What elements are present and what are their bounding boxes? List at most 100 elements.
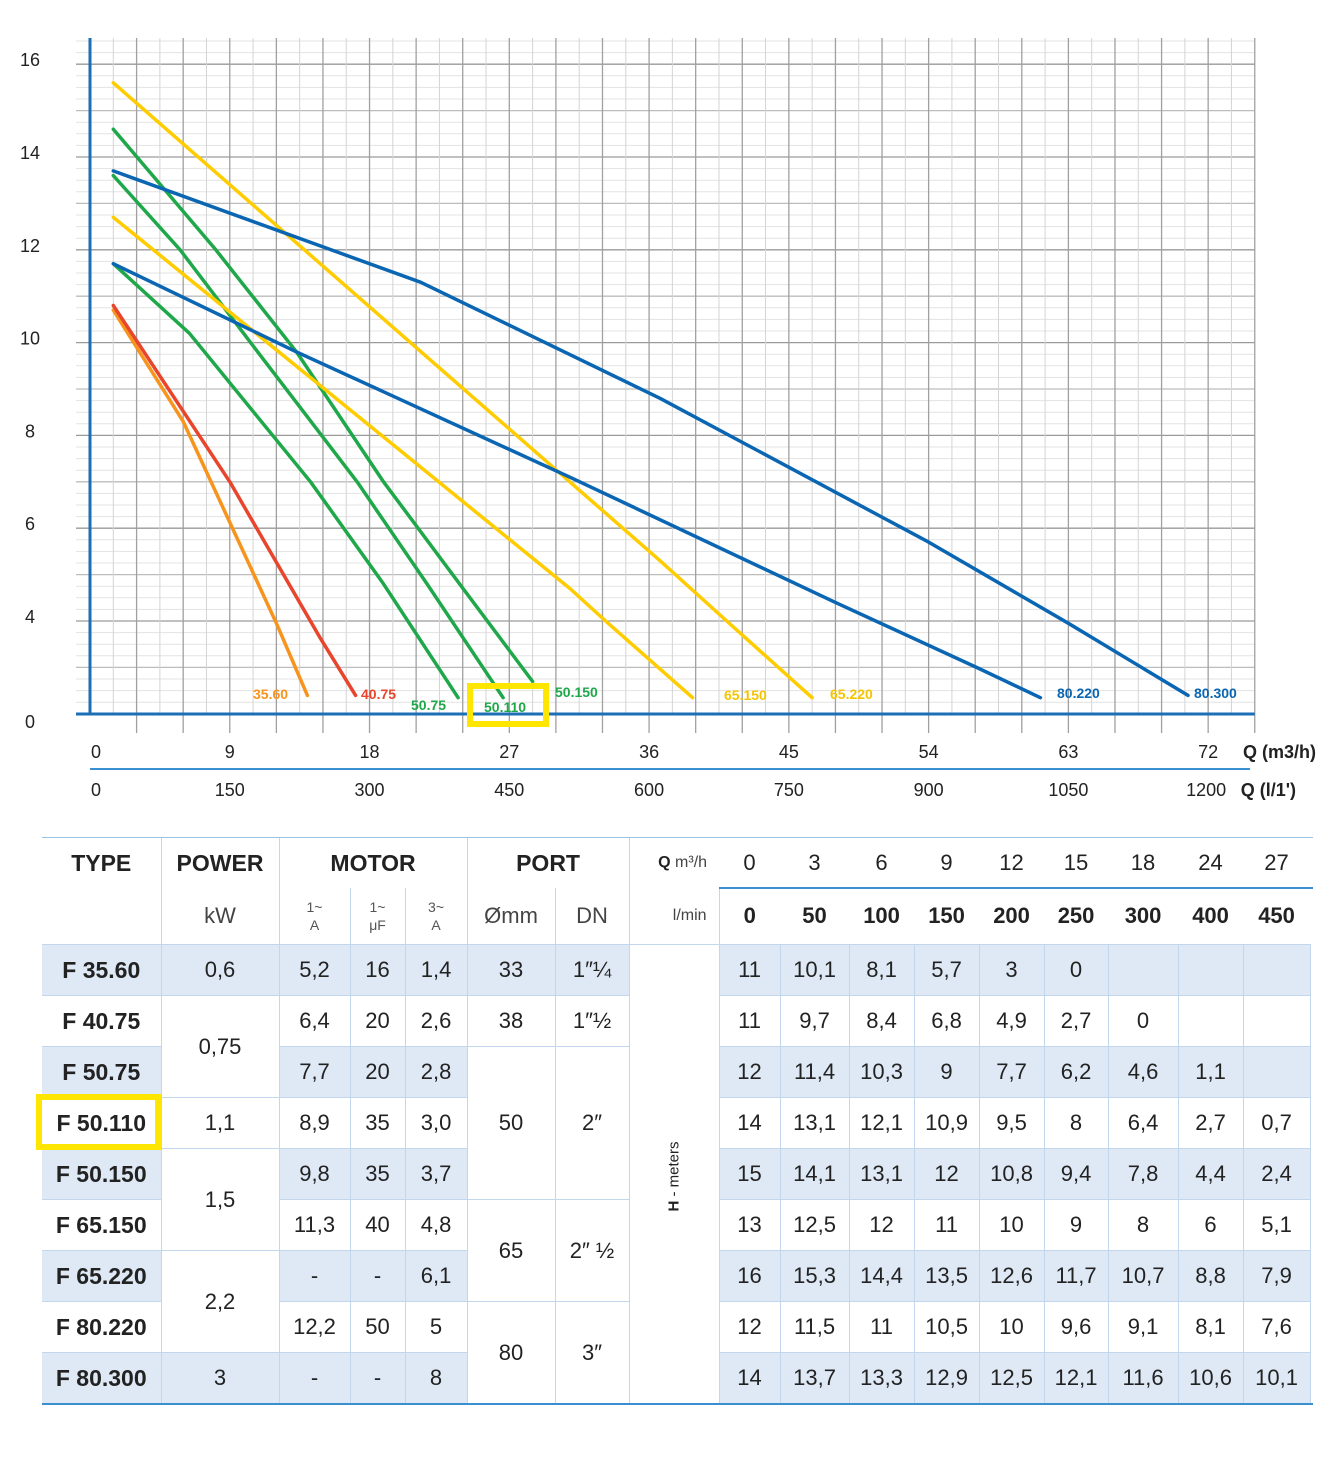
chart-axes — [76, 38, 1255, 770]
x2-tick-label: 300 — [355, 780, 385, 800]
head-value-cell: 6 — [1177, 1199, 1244, 1251]
q-lmin-value: 300 — [1108, 888, 1179, 945]
x2-tick-label: 1050 — [1048, 780, 1088, 800]
x-tick-label: 18 — [360, 742, 380, 762]
type-cell: F 50.75 — [42, 1046, 162, 1098]
table-row: F 40.75 0,75 6,4 20 2,6 38 1″½ 11 9,7 8,4 6,8 4,9 2,… — [42, 995, 1311, 1098]
table-row: F 80.300 3- -8 14 13,7 13,3 12,9 12,5 12,1 11,6 10… — [42, 1352, 1311, 1404]
head-value-cell: 4,9 — [978, 995, 1045, 1047]
head-value-cell: 11,5 — [779, 1301, 850, 1353]
q-m3h-value: 6 — [875, 850, 888, 875]
head-value-cell: 15 — [718, 1148, 781, 1200]
port-dn-cell: 3″ — [554, 1301, 630, 1404]
q-m3h-value: 24 — [1198, 850, 1223, 875]
power-cell: 1,1 — [160, 1097, 280, 1149]
head-value-cell: 11,6 — [1107, 1352, 1179, 1404]
head-value-cell: 13,5 — [913, 1250, 980, 1302]
chart-curves — [111, 81, 1190, 700]
header-lmin: l/min — [628, 888, 720, 945]
motor-cell: 6,1 — [404, 1250, 468, 1302]
head-value-cell: 11 — [718, 944, 781, 996]
q-m3h-value: 3 — [808, 850, 821, 875]
head-value-cell: 10,5 — [913, 1301, 980, 1353]
head-value-cell: 12,1 — [848, 1097, 915, 1149]
curve-80-300 — [111, 169, 1190, 698]
highlight-box-curve-label — [467, 683, 549, 727]
curve-65-150 — [111, 215, 695, 700]
head-value-cell: 4,6 — [1107, 1046, 1179, 1098]
y-tick-label: 14 — [20, 143, 40, 163]
head-value-cell: 3 — [978, 944, 1045, 996]
head-value-cell — [1242, 944, 1311, 996]
curve-label-50-75: 50.75 — [411, 697, 446, 713]
head-value-cell: 8 — [1043, 1097, 1109, 1149]
header-type-blank — [42, 888, 162, 945]
header-port: PORT — [467, 838, 630, 888]
header-row: TYPE POWER MOTOR PORT Q m³/h 0 3 6 9 12 15 18 24 27 — [42, 838, 1310, 888]
motor-cell: 20 — [349, 1046, 406, 1098]
motor-cell: 12,2 — [278, 1301, 351, 1353]
x-tick-label: 0 — [91, 742, 101, 762]
type-cell: F 65.220 — [42, 1250, 162, 1302]
power-cell: 0,75 — [160, 995, 280, 1098]
type-cell: F 80.300 — [42, 1352, 162, 1404]
head-value-cell: 8 — [1107, 1199, 1179, 1251]
head-value-cell: 12 — [718, 1046, 781, 1098]
motor-cell: 35 — [349, 1148, 406, 1200]
q-m3h-value: 15 — [1063, 850, 1089, 875]
head-value-cell: 7,6 — [1242, 1301, 1311, 1353]
power-cell: 1,5 — [160, 1148, 280, 1251]
head-value-cell: 13,3 — [848, 1352, 915, 1404]
header-kw: kW — [160, 888, 280, 945]
head-value-cell: 13 — [718, 1199, 781, 1251]
type-cell: F 40.75 — [42, 995, 162, 1047]
type-cell: F 50.110 — [42, 1097, 162, 1149]
header-motor: MOTOR — [279, 838, 468, 888]
table-bottom-border — [42, 1403, 1313, 1405]
port-diameter-cell: 50 — [466, 1046, 556, 1200]
type-cell: F 65.150 — [42, 1199, 162, 1251]
head-value-cell: 10,8 — [978, 1148, 1045, 1200]
head-value-cell: 12,6 — [978, 1250, 1045, 1302]
q-m3h-value: 12 — [999, 850, 1024, 875]
head-value-cell: 6,8 — [913, 995, 980, 1047]
curve-label-65-150: 65.150 — [724, 687, 767, 703]
head-value-cell: 2,4 — [1242, 1148, 1311, 1200]
type-cell: F 50.150 — [42, 1148, 162, 1200]
head-value-cell: 14 — [718, 1097, 781, 1149]
header-type: TYPE — [42, 838, 162, 888]
head-value-cell: 12,9 — [913, 1352, 980, 1404]
head-value-cell: 9 — [1043, 1199, 1109, 1251]
q-lmin-value: 100 — [849, 888, 915, 945]
port-dn-cell: 2″ ½ — [554, 1199, 630, 1302]
header-motor-sub: 1~ μF — [349, 888, 406, 945]
motor-cell: 4,8 — [404, 1199, 468, 1251]
type-cell: F 35.60 — [42, 944, 162, 996]
head-value-cell: 10,7 — [1107, 1250, 1179, 1302]
x-tick-label: 9 — [225, 742, 235, 762]
head-value-cell: 13,1 — [779, 1097, 850, 1149]
motor-cell: - — [278, 1352, 351, 1404]
curve-50-75 — [111, 261, 460, 700]
x-tick-label: 36 — [639, 742, 659, 762]
motor-cell: 2,6 — [404, 995, 468, 1047]
head-value-cell: 14,1 — [779, 1148, 850, 1200]
head-value-cell: 9,5 — [978, 1097, 1045, 1149]
motor-cell: 5 — [404, 1301, 468, 1353]
head-value-cell: 11 — [913, 1199, 980, 1251]
x2-tick-label: 600 — [634, 780, 664, 800]
motor-cell: 6,4 — [278, 995, 351, 1047]
motor-sub-label: A — [431, 917, 441, 933]
power-cell: 2,2 — [160, 1250, 280, 1353]
motor-cell: 9,8 — [278, 1148, 351, 1200]
head-value-cell: 10,1 — [1242, 1352, 1311, 1404]
head-value-cell: 0,7 — [1242, 1097, 1311, 1149]
head-value-cell: 10,9 — [913, 1097, 980, 1149]
head-value-cell: 7,9 — [1242, 1250, 1311, 1302]
q-lmin-value: 200 — [979, 888, 1045, 945]
port-dn-cell: 2″ — [554, 1046, 630, 1200]
q-lmin-value: 0 — [719, 888, 781, 945]
head-value-cell: 15,3 — [779, 1250, 850, 1302]
x-axis-title: Q (m3/h) — [1243, 742, 1316, 762]
head-value-cell: 12 — [718, 1301, 781, 1353]
